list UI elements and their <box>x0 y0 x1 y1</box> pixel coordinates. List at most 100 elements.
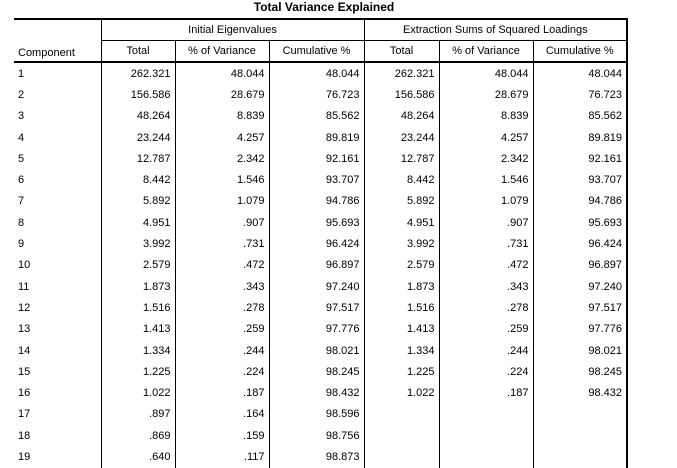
component-cell: 4 <box>18 131 25 144</box>
ext-total-cell: 156.586 <box>363 84 440 106</box>
init-total-cell: 1.225 <box>100 361 175 383</box>
init-total-cell: 3.992 <box>100 233 175 255</box>
ext-pct-cell: .278 <box>438 297 534 319</box>
init-total-cell: 5.892 <box>100 190 175 213</box>
ext-cum-cell: 89.819 <box>532 126 629 149</box>
ext-total-cell: 1.022 <box>363 382 440 404</box>
ext-cum-cell <box>532 446 629 468</box>
table-row: 2 156.586 28.679 76.723 156.586 28.679 76.723 <box>14 84 629 106</box>
component-cell: 11 <box>18 280 30 293</box>
init-total-cell: 48.264 <box>100 105 175 127</box>
table-row: 3 48.264 8.839 85.562 48.264 8.839 85.562 <box>14 105 629 127</box>
component-cell: 7 <box>18 195 25 208</box>
init-total-cell: 4.951 <box>100 212 175 234</box>
init-cum-cell: 94.786 <box>268 190 365 213</box>
init-cum-cell: 98.873 <box>268 446 365 468</box>
ext-cum-cell: 85.562 <box>532 105 629 127</box>
init-cum-cell: 93.707 <box>268 169 365 191</box>
ext-pct-cell: 2.342 <box>438 148 534 170</box>
component-cell: 6 <box>18 174 25 187</box>
table-row: 5 12.787 2.342 92.161 12.787 2.342 92.161 <box>14 148 629 170</box>
ext-pct-cell: 1.546 <box>438 169 534 191</box>
ext-total-cell: 1.873 <box>363 275 440 298</box>
init-total-cell: .869 <box>100 425 175 447</box>
init-total-cell: 1.334 <box>100 339 175 362</box>
ext-total-cell: 1.516 <box>363 297 440 319</box>
component-cell: 5 <box>18 152 25 165</box>
ext-cum-header: Cumulative % <box>532 40 629 63</box>
ext-total-cell <box>363 425 440 447</box>
table-title: Total Variance Explained <box>253 0 395 14</box>
init-cum-cell: 95.693 <box>268 212 365 234</box>
component-cell: 9 <box>18 238 25 251</box>
init-cum-cell: 96.897 <box>268 254 365 276</box>
ext-total-cell: 48.264 <box>363 105 440 127</box>
init-cum-cell: 97.240 <box>268 275 365 298</box>
component-cell: 18 <box>18 429 31 442</box>
init-pct-cell: .187 <box>174 382 269 404</box>
ext-cum-cell: 97.776 <box>532 318 629 340</box>
init-total-cell: 1.873 <box>100 275 175 298</box>
ext-cum-cell: 97.240 <box>532 275 629 298</box>
component-cell: 1 <box>18 67 25 80</box>
init-cum-cell: 98.021 <box>268 339 365 362</box>
init-total-cell: 156.586 <box>100 84 175 106</box>
init-cum-cell: 97.517 <box>268 297 365 319</box>
init-total-cell: 8.442 <box>100 169 175 191</box>
init-total-cell: 262.321 <box>100 62 175 85</box>
table-row: 16 1.022.187 98.432 1.022.187 98.432 <box>14 382 629 404</box>
component-cell: 13 <box>18 323 31 336</box>
ext-pct-cell: .343 <box>438 275 534 298</box>
table-row: 18 .869.159 98.756 <box>14 425 629 447</box>
ext-pct-cell: .731 <box>438 233 534 255</box>
ext-total-cell: 4.951 <box>363 212 440 234</box>
init-cum-cell: 98.432 <box>268 382 365 404</box>
init-pct-cell: .159 <box>174 425 269 447</box>
ext-pct-cell <box>438 425 534 447</box>
init-total-cell: .897 <box>100 403 175 426</box>
init-pct-cell: 1.079 <box>174 190 269 213</box>
ext-pct-cell: 4.257 <box>438 126 534 149</box>
ext-total-cell: 1.413 <box>363 318 440 340</box>
init-pct-cell: .731 <box>174 233 269 255</box>
init-cum-cell: 48.044 <box>268 62 365 85</box>
component-cell: 19 <box>18 450 31 463</box>
init-cum-cell: 76.723 <box>268 84 365 106</box>
ext-total-cell: 5.892 <box>363 190 440 213</box>
ext-total-cell: 1.225 <box>363 361 440 383</box>
ext-pct-cell: .472 <box>438 254 534 276</box>
ext-cum-cell: 96.424 <box>532 233 629 255</box>
component-cell: 12 <box>18 301 31 314</box>
table-row: 19 .640.117 98.873 <box>14 446 629 468</box>
init-total-cell: 2.579 <box>100 254 175 276</box>
ext-total-cell <box>363 403 440 426</box>
extraction-sums-header: Extraction Sums of Squared Loadings <box>363 18 629 41</box>
table-row: 15 1.225.224 98.245 1.225.224 98.245 <box>14 361 629 383</box>
init-cum-cell: 89.819 <box>268 126 365 149</box>
table-row: 10 2.579.472 96.897 2.579.472 96.897 <box>14 254 629 276</box>
init-pct-cell: 28.679 <box>174 84 269 106</box>
init-pct-header: % of Variance <box>174 40 269 63</box>
init-total-header: Total <box>100 40 175 63</box>
table-row: 11 1.873.343 97.240 1.873.343 97.240 <box>14 275 629 298</box>
ext-total-cell: 3.992 <box>363 233 440 255</box>
component-cell: 8 <box>18 216 25 229</box>
ext-cum-cell: 98.432 <box>532 382 629 404</box>
ext-cum-cell: 96.897 <box>532 254 629 276</box>
ext-cum-cell <box>532 425 629 447</box>
table-row: 14 1.334.244 98.021 1.334.244 98.021 <box>14 339 629 362</box>
ext-cum-cell <box>532 403 629 426</box>
table-body: 1 262.321 48.044 48.044 262.321 48.044 48.044 2… <box>14 62 629 468</box>
table-row: 1 262.321 48.044 48.044 262.321 48.044 48.044 <box>14 62 629 85</box>
ext-pct-cell: .907 <box>438 212 534 234</box>
init-cum-cell: 92.161 <box>268 148 365 170</box>
ext-pct-cell: 1.079 <box>438 190 534 213</box>
init-pct-cell: .244 <box>174 339 269 362</box>
init-cum-cell: 97.776 <box>268 318 365 340</box>
table-row: 12 1.516.278 97.517 1.516.278 97.517 <box>14 297 629 319</box>
ext-total-cell: 8.442 <box>363 169 440 191</box>
init-pct-cell: 1.546 <box>174 169 269 191</box>
init-pct-cell: 4.257 <box>174 126 269 149</box>
table-row: 9 3.992.731 96.424 3.992.731 96.424 <box>14 233 629 255</box>
ext-total-cell: 2.579 <box>363 254 440 276</box>
